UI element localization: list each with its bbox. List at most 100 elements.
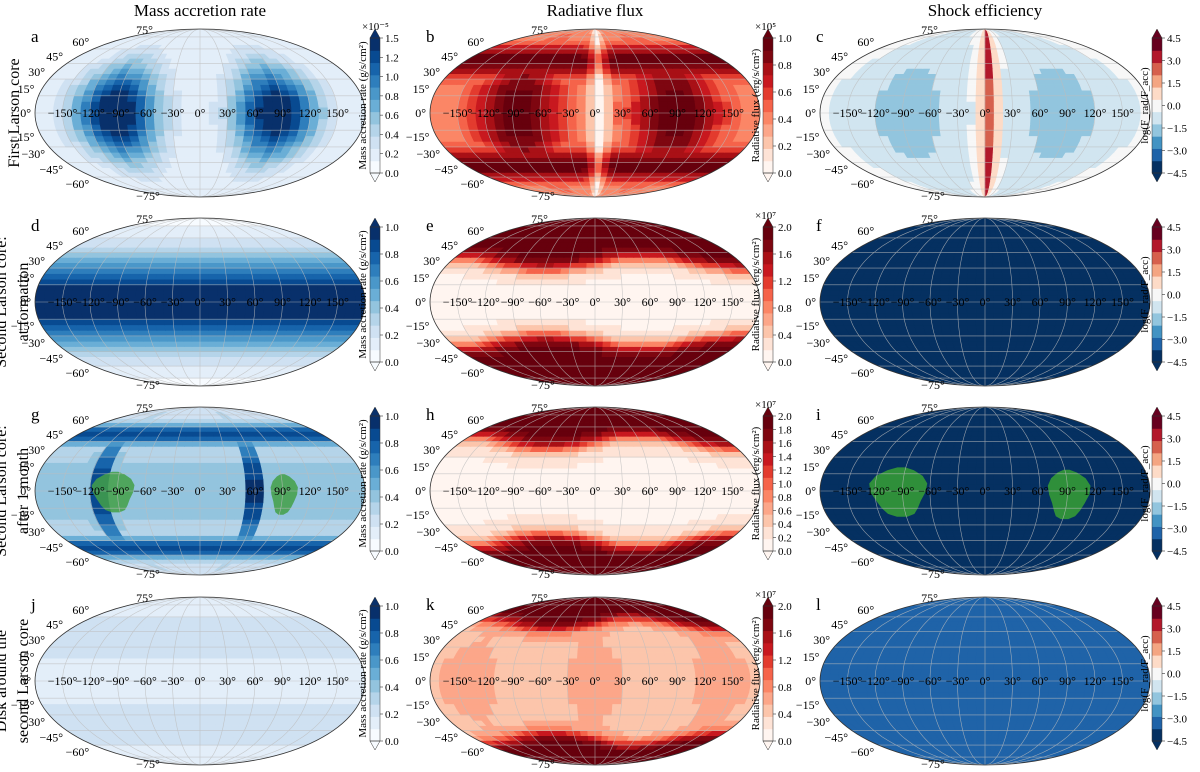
- heatmap-cell: [647, 89, 659, 97]
- colorbar-swatch: [1152, 160, 1162, 174]
- colorbar-extend-max: [1151, 28, 1163, 39]
- heatmap-cell: [191, 73, 201, 80]
- panel-c: −150°−120° −90° −60° −30° 0° 30° 60° 90° 120° 150…: [796, 23, 1188, 203]
- heatmap-cell: [172, 89, 183, 97]
- heatmap-cell: [585, 135, 596, 142]
- heatmap-cell: [192, 162, 201, 168]
- heatmap-cell: [594, 48, 602, 54]
- heatmap-cell: [90, 313, 102, 320]
- heatmap-cell: [192, 53, 201, 59]
- heatmap-cell: [175, 340, 185, 347]
- heatmap-cell: [601, 57, 611, 64]
- heatmap-cell: [226, 95, 237, 102]
- heatmap-cell: [941, 78, 952, 85]
- heatmap-cell: [967, 73, 978, 80]
- colorbar-swatch: [1152, 111, 1162, 125]
- heatmap-cell: [657, 95, 668, 102]
- heatmap-cell: [289, 124, 301, 131]
- heatmap-cell: [1010, 84, 1021, 91]
- heatmap-cell: [289, 95, 301, 102]
- lon-tick-label: −120°: [860, 106, 890, 120]
- heatmap-cell: [164, 273, 175, 280]
- heatmap-cell: [174, 146, 185, 153]
- heatmap-cell: [208, 330, 218, 337]
- heatmap-cell: [658, 106, 669, 114]
- heatmap-cell: [72, 313, 84, 320]
- heatmap-cell: [117, 124, 129, 131]
- heatmap-cell: [984, 162, 993, 168]
- heatmap-cell: [35, 290, 46, 297]
- heatmap-cell: [208, 101, 219, 108]
- heatmap-cell: [156, 141, 167, 148]
- heatmap-cell: [939, 129, 951, 137]
- heatmap-cell: [602, 152, 612, 158]
- lon-tick-label: 150°: [721, 106, 744, 120]
- heatmap-cell: [242, 84, 254, 91]
- colorbar-swatch: [763, 38, 773, 51]
- heatmap-cell: [216, 324, 227, 331]
- heatmap-cell: [577, 141, 587, 148]
- heatmap-cell: [181, 284, 192, 291]
- heatmap-cell: [948, 89, 959, 97]
- heatmap-cell: [618, 73, 629, 80]
- heatmap-cell: [199, 78, 209, 85]
- colorbar-tick-label: 0.2: [778, 141, 792, 153]
- heatmap-cell: [1056, 95, 1068, 102]
- heatmap-cell: [586, 62, 596, 69]
- heatmap-cell: [589, 181, 596, 186]
- heatmap-cell: [594, 162, 603, 168]
- heatmap-cell: [145, 95, 156, 102]
- heatmap-cell: [270, 318, 282, 326]
- heatmap-cell: [99, 284, 111, 291]
- heatmap-cell: [541, 135, 553, 142]
- lat-tick-label: −75°: [136, 189, 160, 203]
- heatmap-cell: [184, 351, 194, 358]
- heatmap-cell: [235, 118, 247, 125]
- heatmap-cell: [99, 313, 111, 320]
- heatmap-cell: [549, 95, 560, 102]
- heatmap-cell: [561, 146, 572, 153]
- heatmap-cell: [207, 146, 218, 153]
- heatmap-cell: [184, 62, 193, 69]
- heatmap-cell: [207, 335, 218, 342]
- heatmap-cell: [208, 95, 219, 102]
- heatmap-cell: [585, 84, 596, 91]
- heatmap-cell: [226, 89, 237, 97]
- heatmap-cell: [145, 124, 156, 131]
- heatmap-cell: [609, 62, 619, 69]
- heatmap-cell: [184, 57, 194, 64]
- heatmap-cell: [1065, 124, 1077, 131]
- heatmap-cell: [657, 124, 668, 131]
- heatmap-cell: [90, 95, 102, 102]
- heatmap-cell: [191, 346, 201, 353]
- lat-tick-label: 75°: [531, 23, 548, 37]
- heatmap-cell: [587, 162, 596, 168]
- heatmap-cell: [430, 101, 441, 108]
- lon-tick-label: −90°: [891, 106, 915, 120]
- heatmap-cell: [992, 68, 1002, 74]
- heatmap-cell: [182, 135, 192, 142]
- heatmap-cell: [656, 89, 668, 97]
- heatmap-cell: [594, 141, 604, 148]
- heatmap-cell: [571, 157, 581, 163]
- heatmap-cell: [993, 78, 1003, 85]
- heatmap-cell: [173, 78, 184, 85]
- heatmap-cell: [199, 44, 207, 50]
- heatmap-cell: [586, 78, 596, 85]
- heatmap-cell: [195, 377, 201, 382]
- heatmap-cell: [270, 278, 282, 286]
- heatmap-cell: [562, 152, 573, 158]
- heatmap-cell: [594, 172, 602, 178]
- heatmap-cell: [977, 53, 986, 59]
- colorbar-tick-label: 1.0: [385, 72, 399, 84]
- lat-tick-label: −60°: [66, 177, 90, 191]
- heatmap-cell: [1048, 101, 1059, 108]
- heatmap-cell: [181, 129, 192, 137]
- heatmap-cell: [174, 335, 185, 342]
- lat-tick-label: −60°: [851, 177, 875, 191]
- heatmap-cell: [298, 313, 310, 320]
- lat-tick-label: 15°: [18, 82, 35, 96]
- column-title-2: Shock efficiency: [928, 1, 1043, 20]
- heatmap-cell: [594, 167, 603, 173]
- heatmap-cell: [185, 356, 194, 362]
